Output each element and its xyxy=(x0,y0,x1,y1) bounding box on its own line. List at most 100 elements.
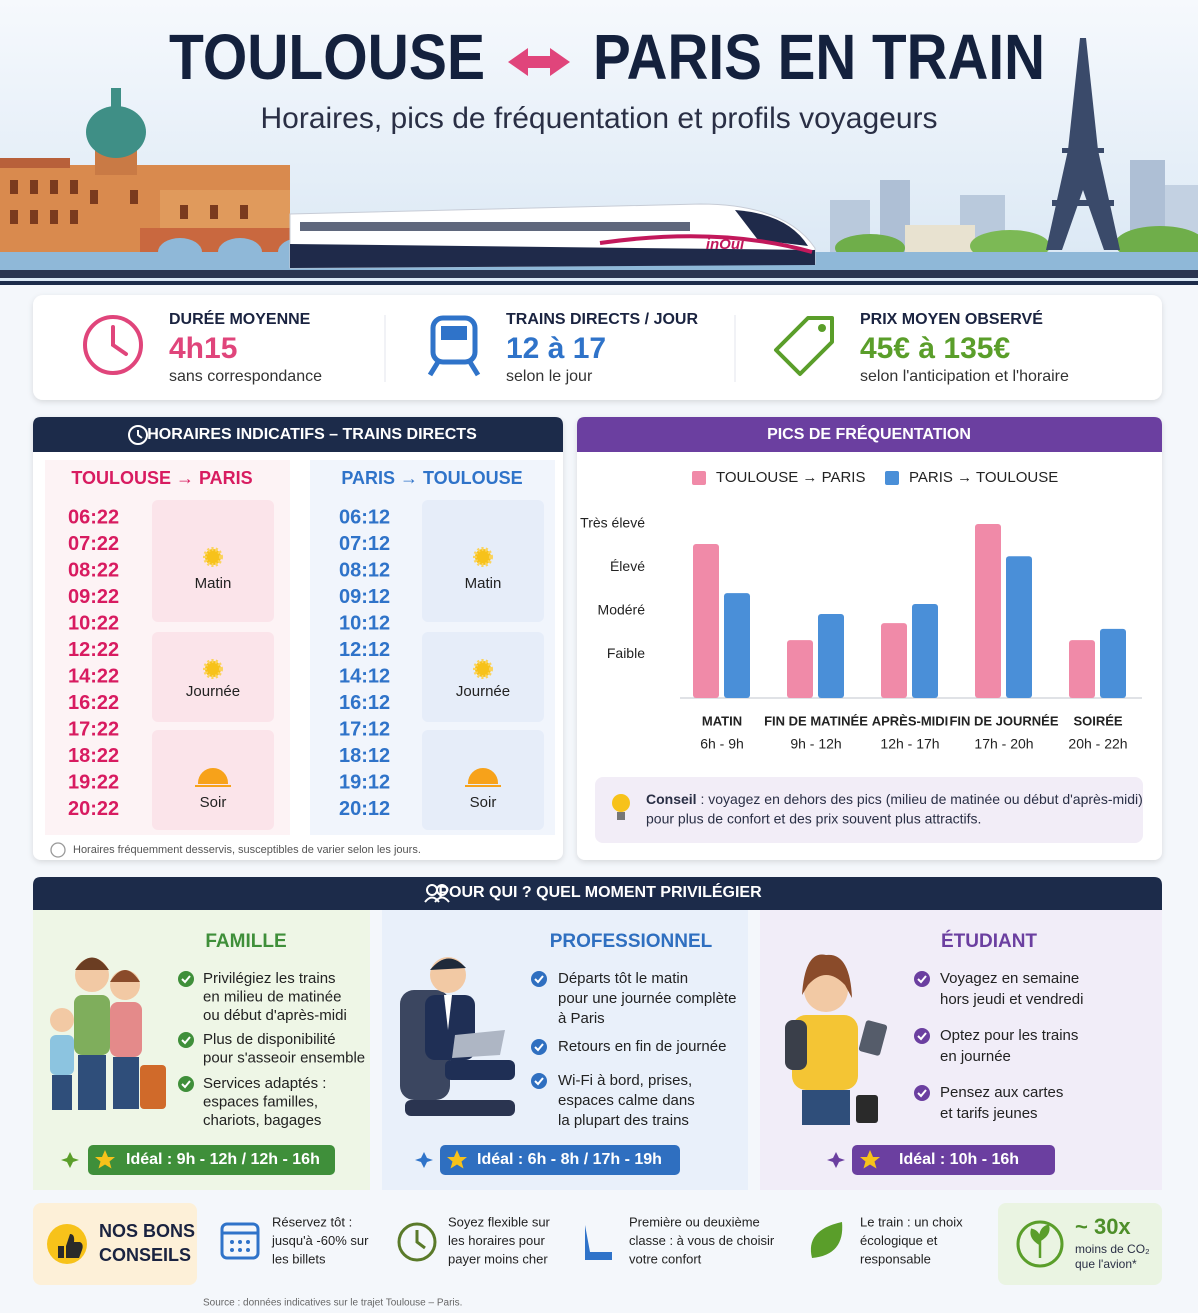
star-icon xyxy=(95,1150,115,1169)
departure-time: 12:22 xyxy=(68,639,119,661)
direction-heading: TOULOUSE → PARIS xyxy=(71,468,252,488)
card-item: Voyagez en semaine xyxy=(940,970,1079,987)
train-shape xyxy=(290,244,815,268)
legend-label: TOULOUSE → PARIS xyxy=(716,469,865,486)
tip-text: écologique et xyxy=(860,1233,938,1248)
departure-time: 14:12 xyxy=(339,665,390,687)
stats-card-shape xyxy=(427,360,481,377)
tip-text: classe : à vous de choisir xyxy=(629,1233,775,1248)
bar xyxy=(787,640,813,698)
sunset-icon xyxy=(465,768,501,787)
check-icon xyxy=(914,1085,930,1101)
tip-text: pour plus de confort et des prix souvent… xyxy=(646,811,981,827)
train-shape xyxy=(300,222,690,231)
tips-row-shape xyxy=(397,1222,437,1262)
professional-illustration xyxy=(400,957,515,1116)
family-illustration-shape xyxy=(78,1055,106,1110)
student-illustration-shape xyxy=(802,1090,850,1125)
card-item: en journée xyxy=(940,1048,1011,1065)
card-item: en milieu de matinée xyxy=(203,988,341,1005)
card-item: à Paris xyxy=(558,1010,605,1027)
tip-text: responsable xyxy=(860,1251,931,1266)
tips-row-shape xyxy=(230,1248,234,1252)
banner-shape xyxy=(0,281,1198,285)
departure-time: 09:22 xyxy=(68,586,119,608)
student-illustration-shape xyxy=(858,1020,888,1056)
highlight-text: que l'avion* xyxy=(1075,1257,1137,1271)
banner xyxy=(0,0,1198,285)
profiles-section-shape xyxy=(33,877,1162,910)
chart-tip: Conseil : voyagez en dehors des pics (mi… xyxy=(646,791,1143,807)
card-title: PROFESSIONNEL xyxy=(550,931,713,952)
card-item: Services adaptés : xyxy=(203,1075,326,1092)
title-arrow xyxy=(508,48,570,76)
tip-text: votre confort xyxy=(629,1251,702,1266)
check-mark xyxy=(917,1089,927,1098)
family-illustration-shape xyxy=(50,1008,74,1032)
chart-panel-shape xyxy=(617,812,625,820)
tip-text: : voyagez en dehors des pics (milieu de … xyxy=(700,791,1142,807)
sun-icon xyxy=(473,659,493,679)
chart-panel xyxy=(577,417,1162,860)
footnote: Horaires fréquemment desservis, suscepti… xyxy=(73,844,421,856)
tip-text: payer moins cher xyxy=(448,1251,548,1266)
family-illustration-shape xyxy=(50,1035,74,1075)
profiles-section-shape xyxy=(827,1152,845,1168)
departure-time: 16:12 xyxy=(339,692,390,714)
tip-text: Réservez tôt : xyxy=(272,1214,352,1229)
tips-row-shape xyxy=(220,1222,260,1260)
departure-time: 07:12 xyxy=(339,533,390,555)
stats-card-shape xyxy=(774,316,834,376)
schedule-panel-shape xyxy=(137,430,143,439)
departure-time: 09:12 xyxy=(339,586,390,608)
family-illustration-shape xyxy=(75,957,109,970)
card-item: Pensez aux cartes xyxy=(940,1084,1063,1101)
departure-time: 16:22 xyxy=(68,692,119,714)
student-illustration-shape xyxy=(804,968,848,1012)
toulouse-skyline-shape xyxy=(0,158,70,168)
toulouse-skyline-shape xyxy=(210,205,218,219)
tips-row-shape xyxy=(415,1230,426,1250)
card-item: Privilégiez les trains xyxy=(203,970,336,987)
card-item: et tarifs jeunes xyxy=(940,1105,1038,1122)
toulouse-skyline-shape xyxy=(10,180,18,194)
y-tick-label: Élevé xyxy=(610,558,645,574)
departure-time: 14:22 xyxy=(68,665,119,687)
departure-time: 17:12 xyxy=(339,718,390,740)
profiles-section xyxy=(33,877,1162,1190)
student-illustration xyxy=(785,954,888,1125)
tips-row-shape xyxy=(58,1234,83,1258)
x-tick-range: 6h - 9h xyxy=(700,736,744,752)
departure-time: 19:22 xyxy=(68,771,119,793)
check-mark xyxy=(181,1080,191,1089)
card-item: pour s'asseoir ensemble xyxy=(203,1049,365,1066)
tip-text: Première ou deuxième xyxy=(629,1214,760,1229)
bar xyxy=(693,544,719,698)
subtitle: Horaires, pics de fréquentation et profi… xyxy=(260,102,937,135)
chart-panel-shape xyxy=(612,794,630,812)
tips-row-shape xyxy=(1030,1224,1050,1258)
card-item: la plupart des trains xyxy=(558,1112,689,1129)
departure-time: 18:12 xyxy=(339,745,390,767)
tip-text: Le train : un choix xyxy=(860,1214,963,1229)
schedule-panel-shape xyxy=(50,842,66,858)
family-illustration-shape xyxy=(113,1057,139,1109)
stats-card xyxy=(33,295,1162,400)
check-icon xyxy=(178,971,194,987)
ideal-pill xyxy=(88,1145,335,1175)
stat-value: 12 à 17 xyxy=(506,332,606,365)
check-mark xyxy=(534,975,544,984)
y-tick-label: Faible xyxy=(607,645,645,661)
stats-card-shape xyxy=(441,326,467,340)
toulouse-skyline-shape xyxy=(86,106,146,158)
card-title: FAMILLE xyxy=(205,931,286,952)
departure-time: 07:22 xyxy=(68,533,119,555)
professional-illustration-shape xyxy=(452,1030,505,1058)
bar xyxy=(1100,628,1126,698)
sun-icon xyxy=(473,547,493,567)
stats-card-shape xyxy=(818,324,826,332)
tips-row-shape xyxy=(230,1240,234,1244)
check-mark xyxy=(534,1077,544,1086)
ideal-time: Idéal : 10h - 16h xyxy=(899,1151,1019,1168)
